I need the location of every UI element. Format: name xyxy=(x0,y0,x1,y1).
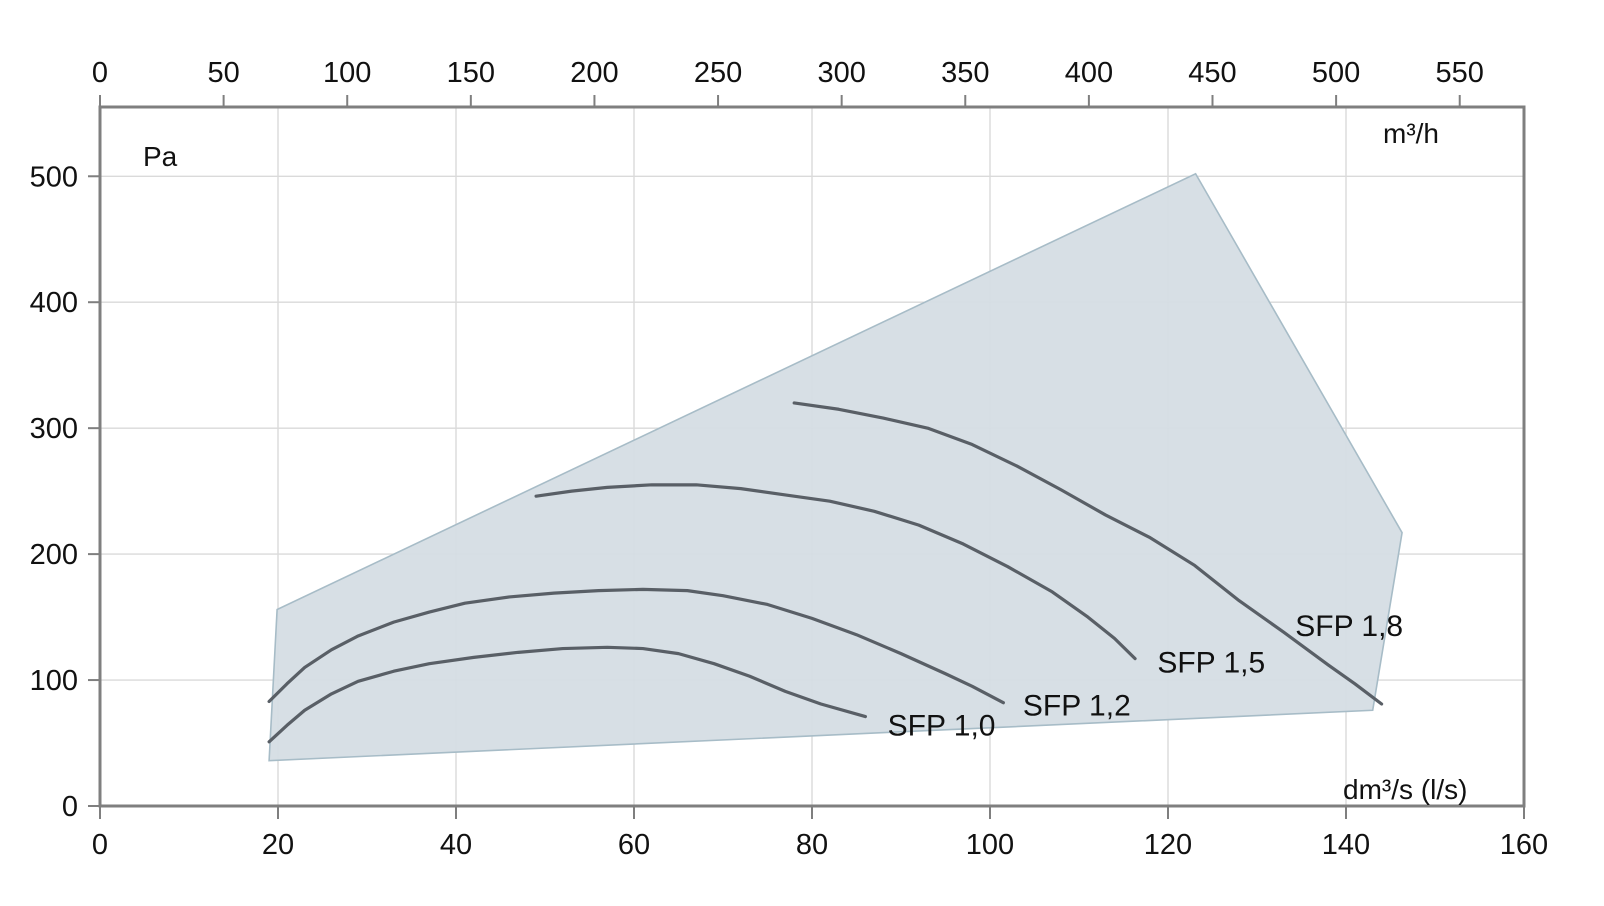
left-axis-tick-label: 500 xyxy=(30,161,78,193)
plot-border xyxy=(98,105,1526,808)
top-axis-tick-label: 500 xyxy=(1312,57,1360,89)
sfp-curve xyxy=(267,645,868,744)
top-axis-unit-label: m³/h xyxy=(1383,118,1439,149)
sfp-curve xyxy=(267,587,1005,705)
operating-envelope-area xyxy=(268,172,1403,762)
operating-envelope xyxy=(268,172,1403,762)
bottom-axis-tick-label: 100 xyxy=(966,829,1014,861)
bottom-axis-tick-label: 40 xyxy=(440,829,472,861)
left-axis-tick-label: 0 xyxy=(62,791,78,823)
axis-tick-labels: 0 20 40 60 80 100 120 140 160 0 50 100 150 200 250 300 3… xyxy=(30,57,1549,861)
axis-ticks xyxy=(88,95,1525,819)
left-axis-tick-label: 200 xyxy=(30,539,78,571)
sfp-curve-label: SFP 1,2 xyxy=(1023,689,1131,722)
bottom-axis-tick-label: 20 xyxy=(262,829,294,861)
top-axis-tick-label: 450 xyxy=(1188,57,1236,89)
bottom-axis-tick-label: 60 xyxy=(618,829,650,861)
bottom-axis-tick-label: 160 xyxy=(1500,829,1548,861)
sfp-curve-label: SFP 1,0 xyxy=(888,709,996,742)
top-axis-tick-label: 100 xyxy=(323,57,371,89)
top-axis-tick-label: 350 xyxy=(941,57,989,89)
sfp-curve xyxy=(792,401,1384,706)
top-axis-tick-label: 250 xyxy=(694,57,742,89)
top-axis-tick-label: 400 xyxy=(1065,57,1113,89)
sfp-curves xyxy=(267,401,1384,744)
top-axis-tick-label: 50 xyxy=(207,57,239,89)
series-labels: SFP 1,0 SFP 1,2 SFP 1,5 SFP 1,8 xyxy=(888,610,1403,742)
sfp-curve-label: SFP 1,5 xyxy=(1157,646,1265,679)
bottom-axis-tick-label: 140 xyxy=(1322,829,1370,861)
bottom-axis-tick-label: 80 xyxy=(796,829,828,861)
top-axis-tick-label: 200 xyxy=(570,57,618,89)
left-axis-tick-label: 100 xyxy=(30,665,78,697)
left-axis-tick-label: 400 xyxy=(30,287,78,319)
sfp-curve-label: SFP 1,8 xyxy=(1295,610,1403,643)
bottom-axis-unit-label: dm³/s (l/s) xyxy=(1343,774,1467,805)
top-axis-tick-label: 550 xyxy=(1436,57,1484,89)
top-axis-tick-label: 0 xyxy=(92,57,108,89)
left-axis-tick-label: 300 xyxy=(30,413,78,445)
left-axis-unit-label: Pa xyxy=(143,141,178,172)
sfp-curve xyxy=(534,483,1137,661)
top-axis-tick-label: 150 xyxy=(447,57,495,89)
top-axis-tick-label: 300 xyxy=(817,57,865,89)
bottom-axis-tick-label: 0 xyxy=(92,829,108,861)
bottom-axis-tick-label: 120 xyxy=(1144,829,1192,861)
